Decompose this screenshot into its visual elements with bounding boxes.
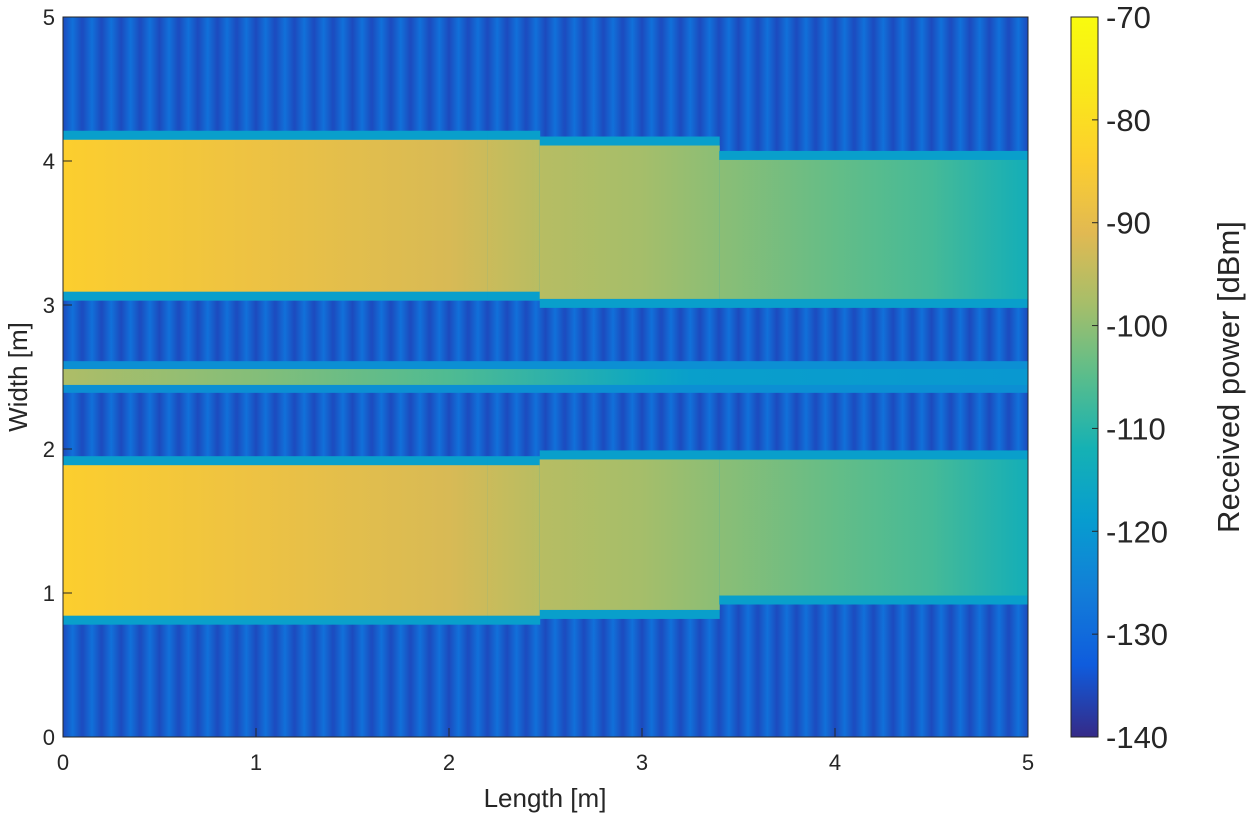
colorbar: -70 -80 -90 -100 -110 -120 -130 -140	[1070, 0, 1168, 755]
colorbar-tick-label: -140	[1106, 720, 1168, 755]
x-tick-label: 2	[443, 750, 455, 775]
y-tick-label: 1	[43, 581, 55, 606]
colorbar-tick-label: -90	[1106, 206, 1151, 241]
y-tick-label: 4	[43, 149, 55, 174]
y-axis-title: Width [m]	[3, 322, 33, 432]
y-tick-label: 3	[43, 293, 55, 318]
x-tick-label: 5	[1022, 750, 1034, 775]
band-core	[539, 145, 720, 299]
x-axis-title: Length [m]	[484, 783, 607, 813]
band-core	[63, 139, 489, 292]
band-core	[719, 459, 1029, 596]
x-tick-label: 3	[636, 750, 648, 775]
colorbar-tick-label: -100	[1106, 309, 1168, 344]
colorbar-title: Received power [dBm]	[1211, 221, 1246, 533]
colorbar-tick-label: -80	[1106, 103, 1151, 138]
y-tick-label: 0	[43, 725, 55, 750]
x-axis: 0 1 2 3 4 5	[57, 728, 1034, 775]
colorbar-tick-label: -70	[1106, 0, 1151, 35]
y-axis: 0 1 2 3 4 5	[43, 5, 72, 750]
band-core	[539, 459, 720, 610]
band-core	[63, 465, 489, 616]
band-core	[487, 465, 541, 616]
colorbar-gradient	[1070, 16, 1099, 738]
colorbar-tick-label: -110	[1106, 411, 1166, 446]
colorbar-tick-label: -120	[1106, 514, 1168, 549]
band-core	[63, 369, 1029, 385]
plot-frame	[62, 16, 1029, 738]
x-tick-label: 0	[57, 750, 69, 775]
plot-area	[62, 16, 1029, 738]
colorbar-tick-label: -130	[1106, 617, 1168, 652]
x-tick-label: 1	[250, 750, 262, 775]
y-tick-label: 5	[43, 5, 55, 30]
x-tick-label: 4	[829, 750, 841, 775]
band-core	[487, 139, 541, 292]
y-tick-label: 2	[43, 437, 55, 462]
band-core	[719, 159, 1029, 299]
